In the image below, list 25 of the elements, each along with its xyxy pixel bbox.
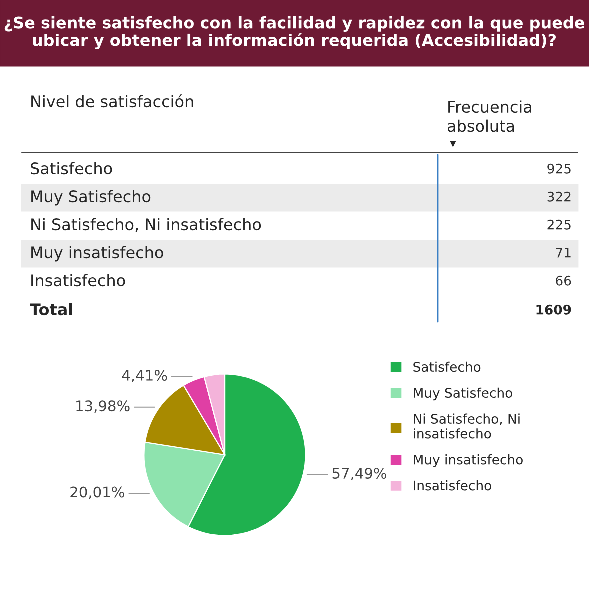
data-label: 4,41%: [122, 370, 168, 382]
text: 322: [548, 192, 571, 202]
legend-label: Satisfecho: [414, 362, 481, 372]
chart-title: ¿Se siente satisfecho con la facilidad y rapidez con la que puede ubicar y obtener la información requerida (Accesibilidad)?: [4, 16, 584, 50]
legend-label: Ni Satisfecho, Ni insatisfecho: [414, 414, 520, 439]
data-label: 13,98%: [76, 400, 130, 414]
text: 1609: [536, 304, 572, 315]
category-label: Muy Satisfecho: [32, 190, 151, 206]
text: Frecuencia absoluta: [448, 100, 532, 132]
category-label: Ni Satisfecho, Ni insatisfecho: [32, 218, 262, 232]
legend-label: Muy insatisfecho: [414, 454, 523, 468]
text: 66: [556, 276, 572, 286]
text: 225: [548, 220, 571, 230]
data-label: 57,49%: [332, 468, 387, 480]
legend-label: Muy Satisfecho: [414, 388, 512, 401]
text: Total: [30, 303, 72, 316]
legend-label: Insatisfecho: [414, 480, 492, 491]
text: Nivel de satisfacción: [32, 94, 194, 108]
text: 71: [556, 248, 571, 258]
text: ▼: [450, 140, 456, 148]
text: 925: [548, 164, 571, 174]
category-label: Muy insatisfecho: [32, 246, 164, 262]
category-label: Insatisfecho: [32, 274, 126, 287]
data-label: 20,01%: [70, 486, 124, 500]
category-label: Satisfecho: [31, 162, 112, 175]
